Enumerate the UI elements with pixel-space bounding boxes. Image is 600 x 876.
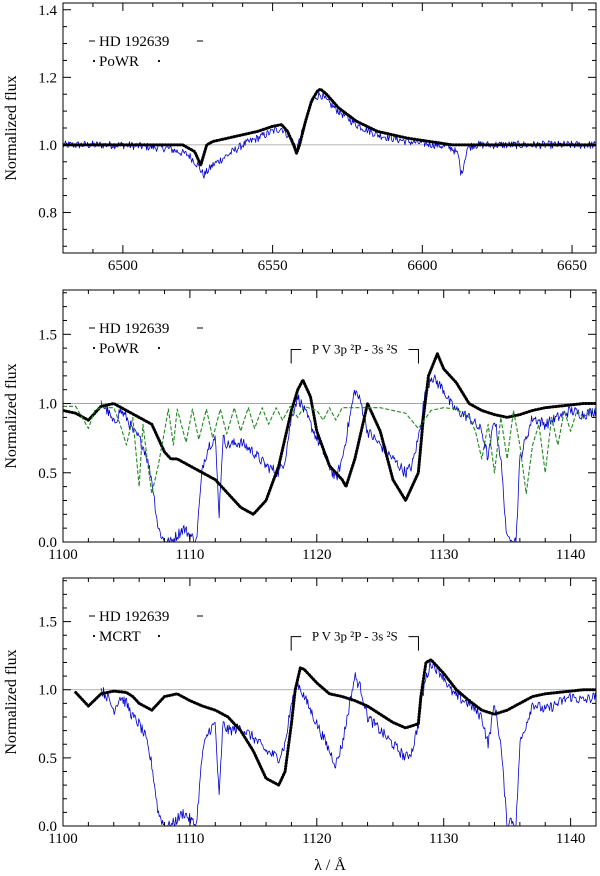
series-line-dashed-green: [63, 405, 596, 495]
legend-label-star: HD 192639: [99, 609, 169, 625]
legend-label-model: PoWR: [99, 341, 139, 357]
x-tick-label: 1110: [175, 831, 204, 847]
legend-label-model: PoWR: [99, 54, 139, 70]
x-tick-label: 6550: [258, 258, 288, 274]
y-tick-label: 1.4: [38, 3, 57, 19]
annotation-pv: P V 3p ²P - 3s ²S: [290, 342, 419, 364]
legend-key-model: [92, 634, 96, 638]
spectra-panels: 6500 6550 6600 6650 0.8 1.0 1.2 1.4 Normalized f…: [3, 2, 597, 847]
plot-area: [74, 658, 596, 826]
x-tick-label: 1140: [556, 831, 585, 847]
y-axis-title: Normalized flux: [3, 363, 20, 468]
legend-label-star: HD 192639: [99, 321, 169, 337]
y-tick-label: 1.5: [38, 327, 57, 343]
y-tick-label: 1.0: [38, 397, 57, 413]
legend: HD 192639 PoWR: [89, 321, 203, 357]
panel-top: 6500 6550 6600 6650 0.8 1.0 1.2 1.4 Normalized f…: [3, 2, 597, 274]
y-tick-label: 1.2: [38, 70, 57, 86]
x-tick-label: 6650: [557, 258, 587, 274]
panel-bottom: 1100 1110 1120 1130 1140 0.0 0.5 1.0 1.5 Normaliz…: [3, 577, 597, 847]
annotation-bracket-right: [408, 349, 419, 364]
y-tick-label: 1.5: [38, 615, 57, 631]
y-tick-label: 1.0: [38, 683, 57, 699]
panel-middle: 1100 1110 1120 1130 1140 0.0 0.5 1.0 1.5 Normaliz…: [3, 289, 597, 563]
y-tick-label: 0.5: [38, 751, 57, 767]
legend: HD 192639 PoWR: [89, 34, 203, 70]
x-tick-label: 1100: [48, 831, 77, 847]
x-tick-label: 1140: [556, 547, 585, 563]
annotation-pv: P V 3p ²P - 3s ²S: [290, 629, 419, 651]
y-axis-title: Normalized flux: [3, 649, 20, 754]
legend-label-model: MCRT: [99, 629, 141, 645]
x-tick-label: 1130: [429, 547, 458, 563]
legend-key-model-end: [157, 59, 161, 63]
plot-area: [63, 87, 596, 179]
y-tick-label: 1.0: [38, 138, 57, 154]
legend-label-star: HD 192639: [99, 34, 169, 50]
x-tick-label: 6600: [407, 258, 437, 274]
y-tick-label: 0.5: [38, 466, 57, 482]
annotation-bracket-right: [408, 636, 419, 651]
series-line-solid-blue: [100, 660, 596, 826]
plot-frame: [62, 289, 597, 543]
plot-frame: [62, 577, 597, 827]
annotation-label: P V 3p ²P - 3s ²S: [312, 342, 398, 357]
annotation-bracket-left: [290, 636, 302, 651]
x-tick-label: 1110: [175, 547, 204, 563]
x-tick-label: 1120: [302, 831, 331, 847]
annotation-bracket-left: [290, 349, 302, 364]
annotation-label: P V 3p ²P - 3s ²S: [312, 629, 398, 644]
series-line-solid-blue: [100, 374, 596, 542]
series-line-dotted-black: [63, 352, 596, 516]
x-tick-label: 1120: [302, 547, 331, 563]
legend-key-model-end: [157, 346, 161, 350]
plot-area: [63, 352, 596, 542]
x-tick-label: 1100: [48, 547, 77, 563]
series-line-solid-blue: [63, 91, 596, 179]
legend-key-model-end: [157, 634, 161, 638]
series-line-dotted-black: [74, 658, 596, 787]
legend: HD 192639 MCRT: [89, 609, 203, 645]
x-axis-title: λ / Å: [314, 856, 346, 874]
legend-key-model: [92, 59, 96, 63]
y-axis-title: Normalized flux: [3, 75, 20, 180]
series-line-dotted-black: [63, 87, 596, 167]
y-tick-label: 0.0: [38, 535, 57, 551]
x-tick-label: 6500: [108, 258, 138, 274]
y-tick-label: 0.0: [38, 819, 57, 835]
x-tick-label: 1130: [429, 831, 458, 847]
y-tick-label: 0.8: [38, 205, 57, 221]
legend-key-model: [92, 346, 96, 350]
